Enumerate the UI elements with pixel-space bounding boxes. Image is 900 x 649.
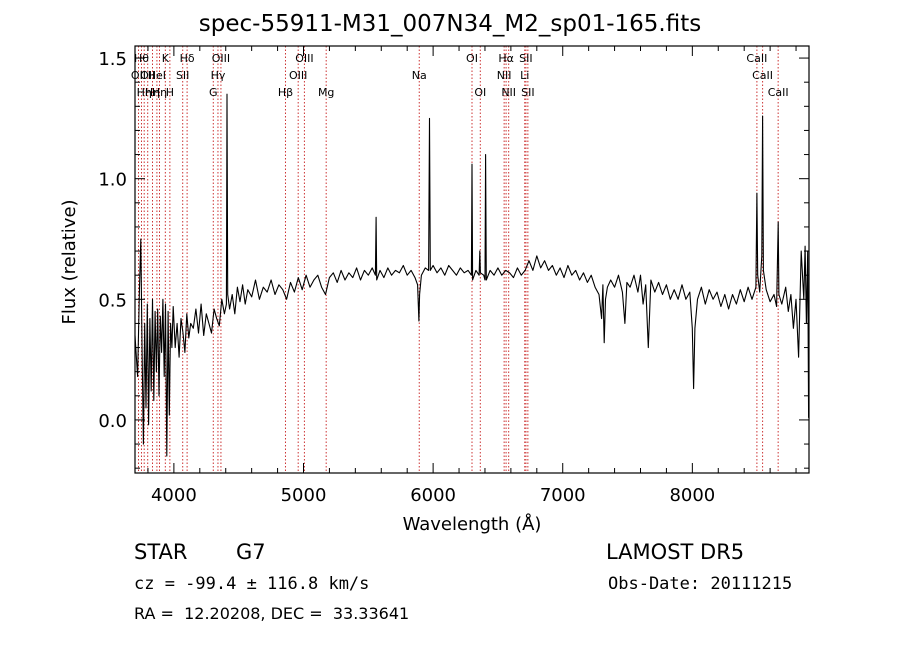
line-label: Li bbox=[520, 69, 529, 82]
line-label: OIII bbox=[295, 52, 313, 65]
y-axis-label: Flux (relative) bbox=[59, 199, 80, 324]
line-label: H bbox=[166, 86, 174, 99]
line-markers bbox=[137, 46, 779, 473]
x-tick-label: 5000 bbox=[281, 485, 327, 506]
line-label: Hβ bbox=[278, 86, 293, 99]
line-label: G bbox=[209, 86, 218, 99]
survey-name: LAMOST DR5 bbox=[606, 540, 745, 564]
line-label: OIII bbox=[289, 69, 307, 82]
line-label: Mg bbox=[318, 86, 334, 99]
line-label: OI bbox=[466, 52, 478, 65]
line-label: NII bbox=[497, 69, 512, 82]
chart-title: spec-55911-M31_007N34_M2_sp01-165.fits bbox=[198, 11, 702, 37]
line-label: Hδ bbox=[180, 52, 195, 65]
y-tick-label: 1.0 bbox=[98, 170, 127, 191]
object-type: STAR bbox=[134, 540, 188, 564]
coordinates: RA = 12.20208, DEC = 33.33641 bbox=[134, 604, 410, 623]
line-labels: OIIHθHηOIIHηHeIHηKHSIIHδGHγOIIIHβOIIIOII… bbox=[131, 52, 789, 99]
x-tick-label: 4000 bbox=[151, 485, 197, 506]
line-label: CaII bbox=[768, 86, 789, 99]
x-axis-label: Wavelength (Å) bbox=[403, 513, 542, 535]
redshift-cz: cz = -99.4 ± 116.8 km/s bbox=[134, 574, 370, 594]
line-label: NII bbox=[501, 86, 516, 99]
y-tick-label: 0.0 bbox=[98, 411, 127, 432]
object-subclass: G7 bbox=[236, 540, 266, 564]
line-label: SII bbox=[521, 86, 534, 99]
line-label: Hη bbox=[145, 86, 160, 99]
line-label: SII bbox=[519, 52, 532, 65]
line-label: HeI bbox=[148, 69, 166, 82]
line-label: CaII bbox=[752, 69, 773, 82]
line-label: Hα bbox=[498, 52, 514, 65]
line-label: Hη bbox=[137, 86, 152, 99]
spectrum-line bbox=[134, 93, 810, 457]
line-label: Hη bbox=[152, 86, 167, 99]
line-label: K bbox=[162, 52, 170, 65]
line-label: OI bbox=[474, 86, 486, 99]
line-label: SII bbox=[176, 69, 189, 82]
line-label: OII bbox=[140, 69, 155, 82]
axis-ticks: 4000 5000 6000 7000 8000 0.0 0.5 1.0 1.5 bbox=[98, 46, 809, 506]
y-tick-label: 0.5 bbox=[98, 290, 127, 311]
x-tick-label: 7000 bbox=[540, 485, 586, 506]
line-label: OIII bbox=[212, 52, 230, 65]
y-tick-label: 1.5 bbox=[98, 49, 127, 70]
plot-frame bbox=[134, 45, 810, 474]
x-tick-label: 8000 bbox=[669, 485, 715, 506]
x-tick-label: 6000 bbox=[410, 485, 456, 506]
line-label: CaII bbox=[746, 52, 767, 65]
observation-date: Obs-Date: 20111215 bbox=[608, 574, 793, 594]
line-label: Hγ bbox=[211, 69, 226, 82]
line-label: Na bbox=[412, 69, 427, 82]
